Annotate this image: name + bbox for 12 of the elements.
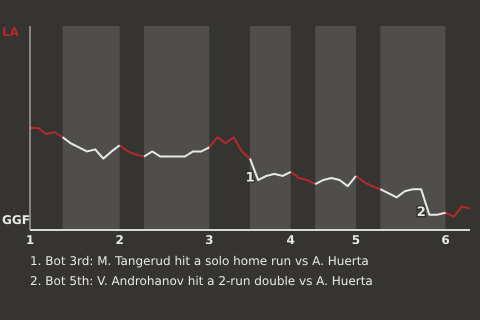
x-tick-label: 4	[286, 233, 295, 247]
x-tick-label: 5	[352, 233, 360, 247]
x-tick-label: 3	[205, 233, 214, 247]
x-tick-label: 1	[26, 233, 34, 247]
x-tick-label: 6	[441, 233, 450, 247]
text: LA	[2, 25, 19, 39]
text: GGF	[2, 213, 30, 227]
text: 2. Bot 5th: V. Androhanov hit a 2-run double vs A. Huerta	[30, 273, 373, 290]
annotation: 1	[246, 170, 255, 186]
annotation: 2	[416, 205, 426, 220]
x-tick-label: 2	[115, 233, 124, 247]
text: 1. Bot 3rd: M. Tangerud hit a solo home run vs A. Huerta	[30, 253, 370, 270]
